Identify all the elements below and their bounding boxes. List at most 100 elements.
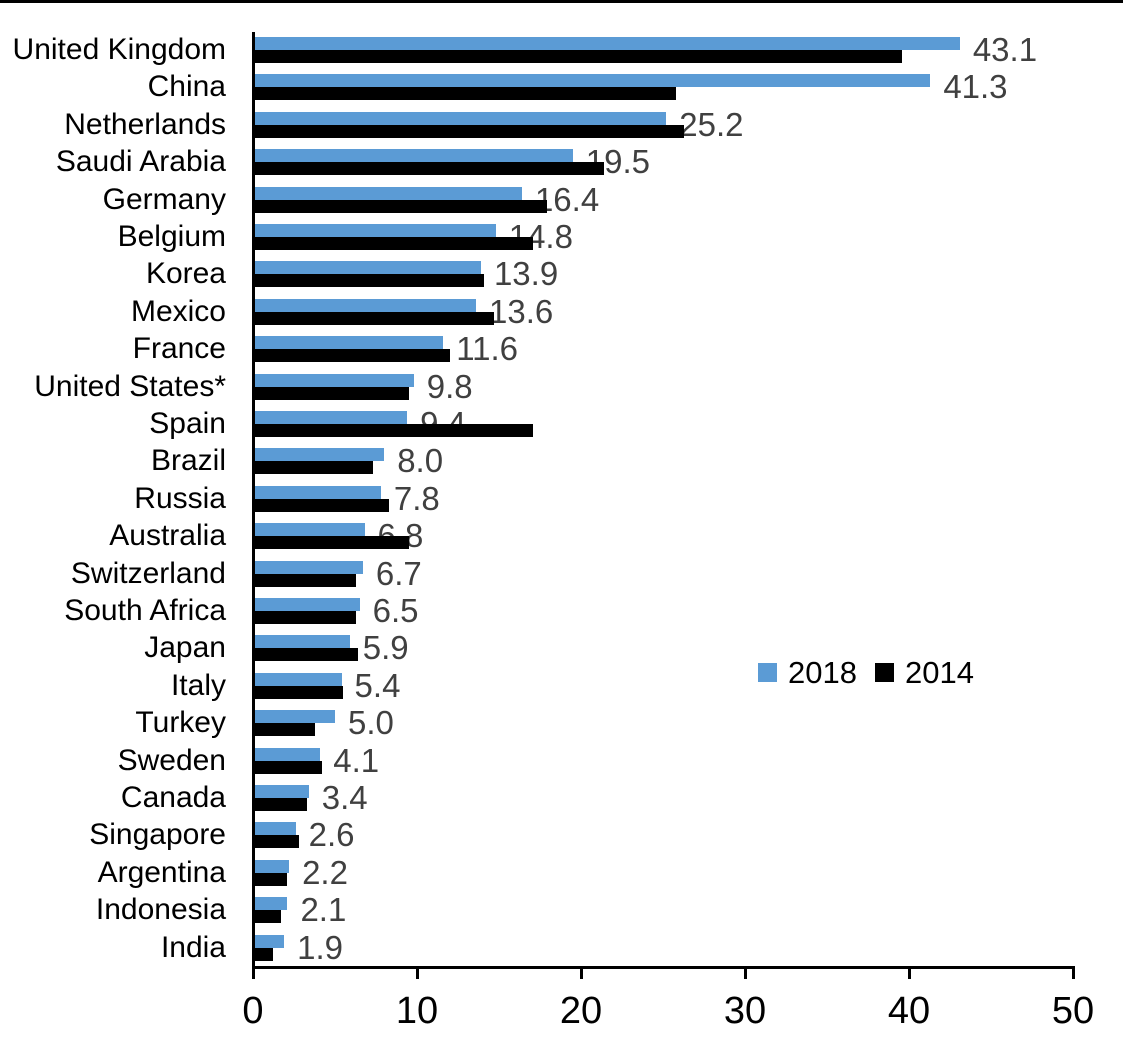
category-label: China	[147, 70, 226, 104]
bar-2018	[253, 822, 296, 836]
bar-2018	[253, 485, 381, 499]
category-label: Japan	[144, 631, 226, 665]
category-label: South Africa	[64, 594, 226, 627]
bar-2014	[253, 611, 357, 624]
bar-2018	[253, 560, 363, 574]
bar-2018	[253, 598, 360, 611]
value-label: 41.3	[943, 68, 1008, 106]
x-axis-line	[252, 966, 1075, 969]
bar-2018	[253, 411, 408, 424]
bar-2014	[253, 536, 409, 550]
bar-2018	[253, 261, 481, 275]
value-label: 3.4	[321, 779, 368, 816]
category-label: Turkey	[135, 706, 226, 740]
category-label: Argentina	[97, 855, 226, 889]
bar-2018	[253, 747, 321, 761]
value-label: 2.2	[302, 853, 348, 891]
bar-2014	[253, 274, 485, 288]
value-label: 6.7	[375, 554, 422, 592]
bar-2018	[253, 186, 522, 200]
value-label: 5.9	[362, 629, 409, 667]
legend-swatch-2018	[758, 663, 777, 682]
category-label: Spain	[149, 407, 226, 440]
bar-2014	[253, 798, 308, 811]
x-tick-label: 0	[242, 990, 264, 1032]
x-tick-label: 10	[395, 990, 439, 1032]
category-label: Korea	[145, 257, 226, 291]
value-label: 4.1	[333, 741, 380, 779]
category-label: Mexico	[130, 294, 226, 328]
bar-2014	[253, 835, 299, 849]
category-label: Sweden	[117, 743, 226, 777]
value-label: 8.0	[397, 442, 444, 480]
bar-2018	[253, 523, 365, 537]
bar-2018	[253, 373, 414, 387]
bar-2018	[253, 934, 285, 948]
value-label: 7.8	[393, 479, 440, 517]
bar-2014	[253, 386, 409, 400]
value-label: 25.2	[679, 105, 744, 143]
bar-2014	[253, 573, 357, 587]
bar-2018	[253, 897, 288, 911]
bar-2014	[253, 199, 547, 213]
bar-2018	[253, 635, 350, 649]
bar-2014	[253, 498, 390, 512]
category-label: Russia	[134, 481, 226, 515]
legend-label-2014: 2014	[905, 655, 974, 690]
legend-swatch-2014	[875, 663, 894, 682]
value-label: 1.9	[297, 928, 344, 966]
x-tick-mark	[415, 967, 419, 979]
x-tick-label: 20	[559, 990, 603, 1032]
bar-2014	[253, 760, 322, 774]
value-label: 6.5	[372, 592, 419, 629]
bar-2014	[253, 162, 604, 176]
category-label: Australia	[109, 519, 226, 553]
bar-2014	[253, 349, 450, 363]
x-tick-label: 40	[887, 990, 931, 1032]
value-label: 5.4	[354, 666, 401, 704]
value-label: 9.8	[426, 367, 473, 405]
category-label: Singapore	[89, 818, 226, 852]
category-label: Saudi Arabia	[55, 145, 226, 179]
category-label: Belgium	[117, 220, 226, 253]
category-label: Canada	[120, 781, 226, 814]
value-label: 13.9	[493, 255, 559, 293]
bar-2014	[253, 947, 273, 961]
value-label: 11.6	[456, 330, 519, 368]
bar-2018	[253, 149, 573, 163]
value-label: 13.6	[489, 292, 554, 330]
bar-2018	[253, 37, 960, 50]
bar-2018	[253, 785, 309, 798]
bar-2014	[253, 87, 677, 101]
bar-2014	[253, 685, 344, 699]
category-label: Germany	[102, 182, 226, 216]
category-label: United Kingdom	[12, 33, 226, 66]
x-tick-mark	[743, 967, 747, 979]
top-border-line	[0, 0, 1123, 3]
bar-2018	[253, 74, 931, 88]
bar-2014	[253, 424, 534, 437]
category-label: Italy	[170, 668, 226, 702]
category-label: Netherlands	[64, 107, 226, 141]
bar-2014	[253, 237, 534, 250]
bar-2014	[253, 910, 281, 924]
x-tick-mark	[251, 967, 255, 979]
x-tick-label: 50	[1051, 990, 1095, 1032]
value-label: 43.1	[972, 31, 1038, 68]
bar-2018	[253, 336, 444, 350]
bar-2018	[253, 111, 667, 125]
bar-2018	[253, 672, 342, 686]
y-axis-line	[252, 32, 255, 969]
category-label: India	[160, 930, 226, 964]
category-label: Brazil	[150, 444, 226, 478]
bar-2018	[253, 710, 335, 724]
category-label: Switzerland	[70, 556, 226, 590]
bar-2014	[253, 872, 288, 886]
x-tick-mark	[1071, 967, 1075, 979]
bar-2014	[253, 461, 373, 475]
bar-2018	[253, 448, 385, 462]
bar-2014	[253, 50, 903, 63]
bar-2018	[253, 298, 476, 312]
bar-2014	[253, 311, 495, 325]
